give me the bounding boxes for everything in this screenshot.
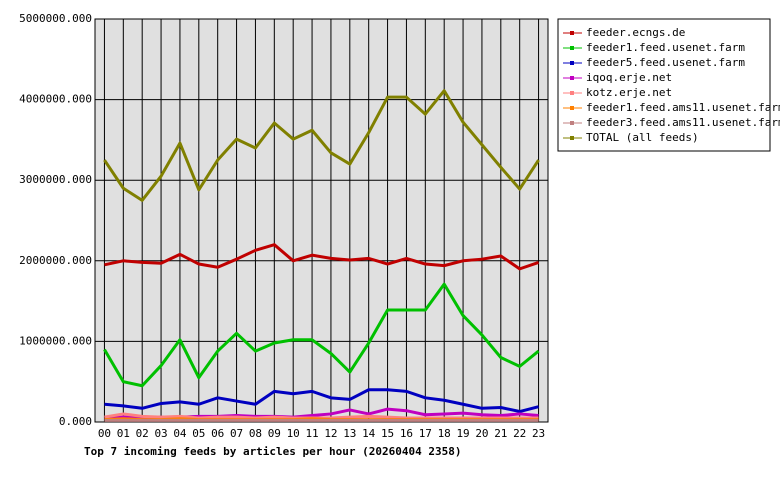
y-tick-label: 1000000.000 xyxy=(19,334,92,347)
x-tick-label: 17 xyxy=(419,427,432,440)
legend-marker xyxy=(570,61,574,65)
y-tick-label: 0.000 xyxy=(59,415,92,428)
x-tick-label: 22 xyxy=(513,427,526,440)
series-line xyxy=(104,243,540,271)
x-tick-label: 13 xyxy=(343,427,356,440)
x-tick-label: 09 xyxy=(268,427,281,440)
legend-label: feeder1.feed.usenet.farm xyxy=(586,41,745,54)
x-tick-label: 08 xyxy=(249,427,262,440)
x-tick-label: 02 xyxy=(136,427,149,440)
chart-title: Top 7 incoming feeds by articles per hou… xyxy=(84,445,462,458)
legend-label: feeder5.feed.usenet.farm xyxy=(586,56,745,69)
x-tick-label: 03 xyxy=(154,427,167,440)
legend-marker xyxy=(570,136,574,140)
y-tick-label: 3000000.000 xyxy=(19,173,92,186)
legend-label: TOTAL (all feeds) xyxy=(586,131,699,144)
legend-label: feeder.ecngs.de xyxy=(586,26,685,39)
x-tick-label: 15 xyxy=(381,427,394,440)
legend-marker xyxy=(570,46,574,50)
x-tick-label: 05 xyxy=(192,427,205,440)
legend-marker xyxy=(570,31,574,35)
series-line xyxy=(104,388,539,414)
x-tick-label: 14 xyxy=(362,427,376,440)
legend-marker xyxy=(570,91,574,95)
x-tick-label: 12 xyxy=(324,427,337,440)
x-tick-label: 11 xyxy=(305,427,318,440)
legend-label: feeder1.feed.ams11.usenet.farm xyxy=(586,101,780,114)
x-tick-label: 23 xyxy=(532,427,545,440)
legend-label: iqoq.erje.net xyxy=(586,71,672,84)
legend-marker xyxy=(570,106,574,110)
series-line xyxy=(103,89,540,202)
x-tick-label: 00 xyxy=(98,427,111,440)
x-tick-label: 18 xyxy=(438,427,451,440)
x-tick-label: 07 xyxy=(230,427,243,440)
legend-box xyxy=(557,18,771,152)
x-tick-label: 19 xyxy=(456,427,469,440)
x-tick-label: 06 xyxy=(211,427,224,440)
legend-label: feeder3.feed.ams11.usenet.farm xyxy=(586,116,780,129)
x-tick-label: 20 xyxy=(475,427,488,440)
x-tick-label: 16 xyxy=(400,427,413,440)
legend-marker xyxy=(570,121,574,125)
x-tick-label: 01 xyxy=(117,427,130,440)
series-line xyxy=(103,282,540,388)
x-tick-label: 04 xyxy=(173,427,187,440)
legend-label: kotz.erje.net xyxy=(586,86,672,99)
y-tick-label: 4000000.000 xyxy=(19,93,92,106)
y-tick-label: 5000000.000 xyxy=(19,12,92,25)
legend-marker xyxy=(570,76,574,80)
y-tick-label: 2000000.000 xyxy=(19,254,92,267)
x-tick-label: 21 xyxy=(494,427,507,440)
x-tick-label: 10 xyxy=(287,427,300,440)
